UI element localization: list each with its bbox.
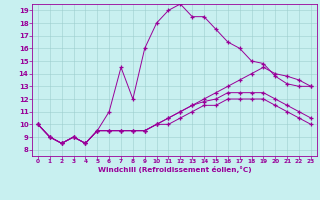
X-axis label: Windchill (Refroidissement éolien,°C): Windchill (Refroidissement éolien,°C) [98,166,251,173]
